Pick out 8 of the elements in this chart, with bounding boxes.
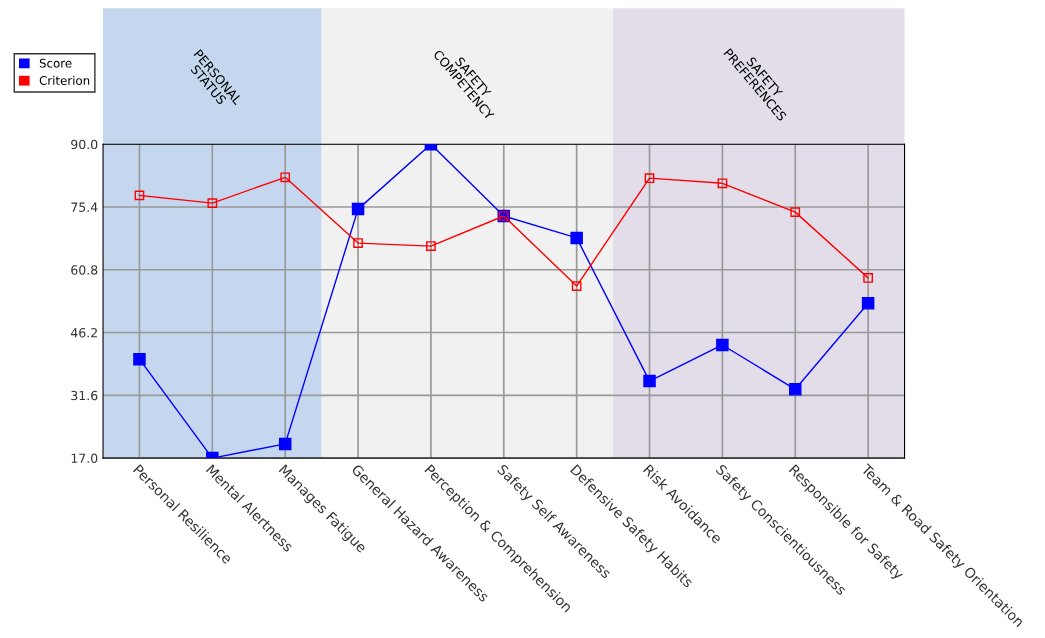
y-tick-label: 46.2 <box>70 328 97 338</box>
y-tick-label: 90.0 <box>71 139 98 150</box>
legend-label: Criterion <box>39 75 90 85</box>
y-tick-label: 60.8 <box>71 265 98 275</box>
y-tick-label: 75.4 <box>71 202 98 212</box>
legend-label: Score <box>39 58 72 68</box>
y-tick-label: 31.6 <box>71 390 98 401</box>
y-tick-label: 17.0 <box>71 453 98 464</box>
